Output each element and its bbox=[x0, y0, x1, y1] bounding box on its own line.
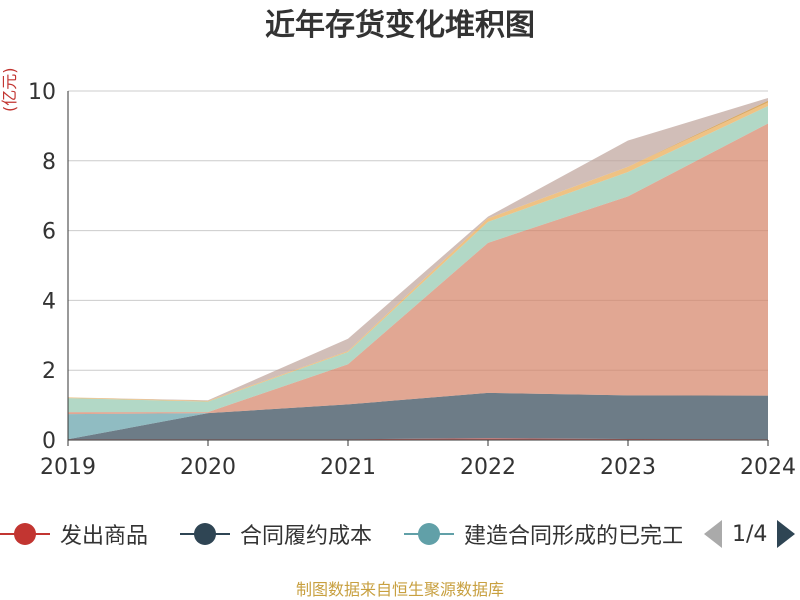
chart-plot: 0 2 4 6 8 10 2019 2020 2021 2022 2023 2024 bbox=[28, 80, 796, 480]
x-tick-label: 2020 bbox=[180, 455, 236, 480]
legend-symbol-icon bbox=[0, 522, 50, 546]
y-tick-label: 2 bbox=[42, 359, 56, 384]
legend: 发出商品 合同履约成本 建造合同形成的已完工未结算资产 bbox=[0, 512, 800, 556]
x-tick-label: 2024 bbox=[740, 455, 796, 480]
x-tick-label: 2023 bbox=[600, 455, 656, 480]
stacked-areas bbox=[68, 97, 768, 440]
y-tick-label: 4 bbox=[42, 289, 56, 314]
previous-page-icon[interactable] bbox=[704, 520, 722, 548]
legend-item-jianzao-hetong[interactable]: 建造合同形成的已完工未结算资产 bbox=[404, 512, 682, 556]
legend-dot bbox=[194, 523, 216, 545]
legend-symbol-icon bbox=[404, 522, 454, 546]
legend-pager: 1/4 bbox=[700, 512, 800, 556]
area-series-7 bbox=[68, 97, 768, 401]
chart-title: 近年存货变化堆积图 bbox=[265, 8, 535, 43]
next-page-icon[interactable] bbox=[777, 520, 796, 548]
legend-item-hetong-lvyue[interactable]: 合同履约成本 bbox=[180, 512, 390, 556]
x-tick-label: 2019 bbox=[40, 455, 96, 480]
legend-symbol-icon bbox=[180, 522, 230, 546]
area-series-1 bbox=[68, 392, 768, 440]
y-tick-label: 6 bbox=[42, 220, 56, 245]
source-note: 制图数据来自恒生聚源数据库 bbox=[295, 580, 504, 599]
legend-dot bbox=[14, 523, 36, 545]
y-tick-label: 8 bbox=[42, 150, 56, 175]
axes: 0 2 4 6 8 10 2019 2020 2021 2022 2023 2024 bbox=[28, 80, 796, 480]
area-series-3 bbox=[68, 123, 768, 415]
legend-label: 发出商品 bbox=[60, 524, 149, 549]
x-tick-label: 2022 bbox=[460, 455, 516, 480]
legend-label: 合同履约成本 bbox=[240, 524, 373, 549]
x-tick-label: 2021 bbox=[320, 455, 376, 480]
y-tick-label: 10 bbox=[28, 80, 56, 105]
legend-page-indicator: 1/4 bbox=[732, 521, 768, 547]
y-tick-label: 0 bbox=[42, 429, 56, 454]
legend-item-fachu[interactable]: 发出商品 bbox=[0, 512, 160, 556]
legend-label: 建造合同形成的已完工未结算资产 bbox=[464, 524, 682, 549]
legend-dot bbox=[418, 523, 440, 545]
